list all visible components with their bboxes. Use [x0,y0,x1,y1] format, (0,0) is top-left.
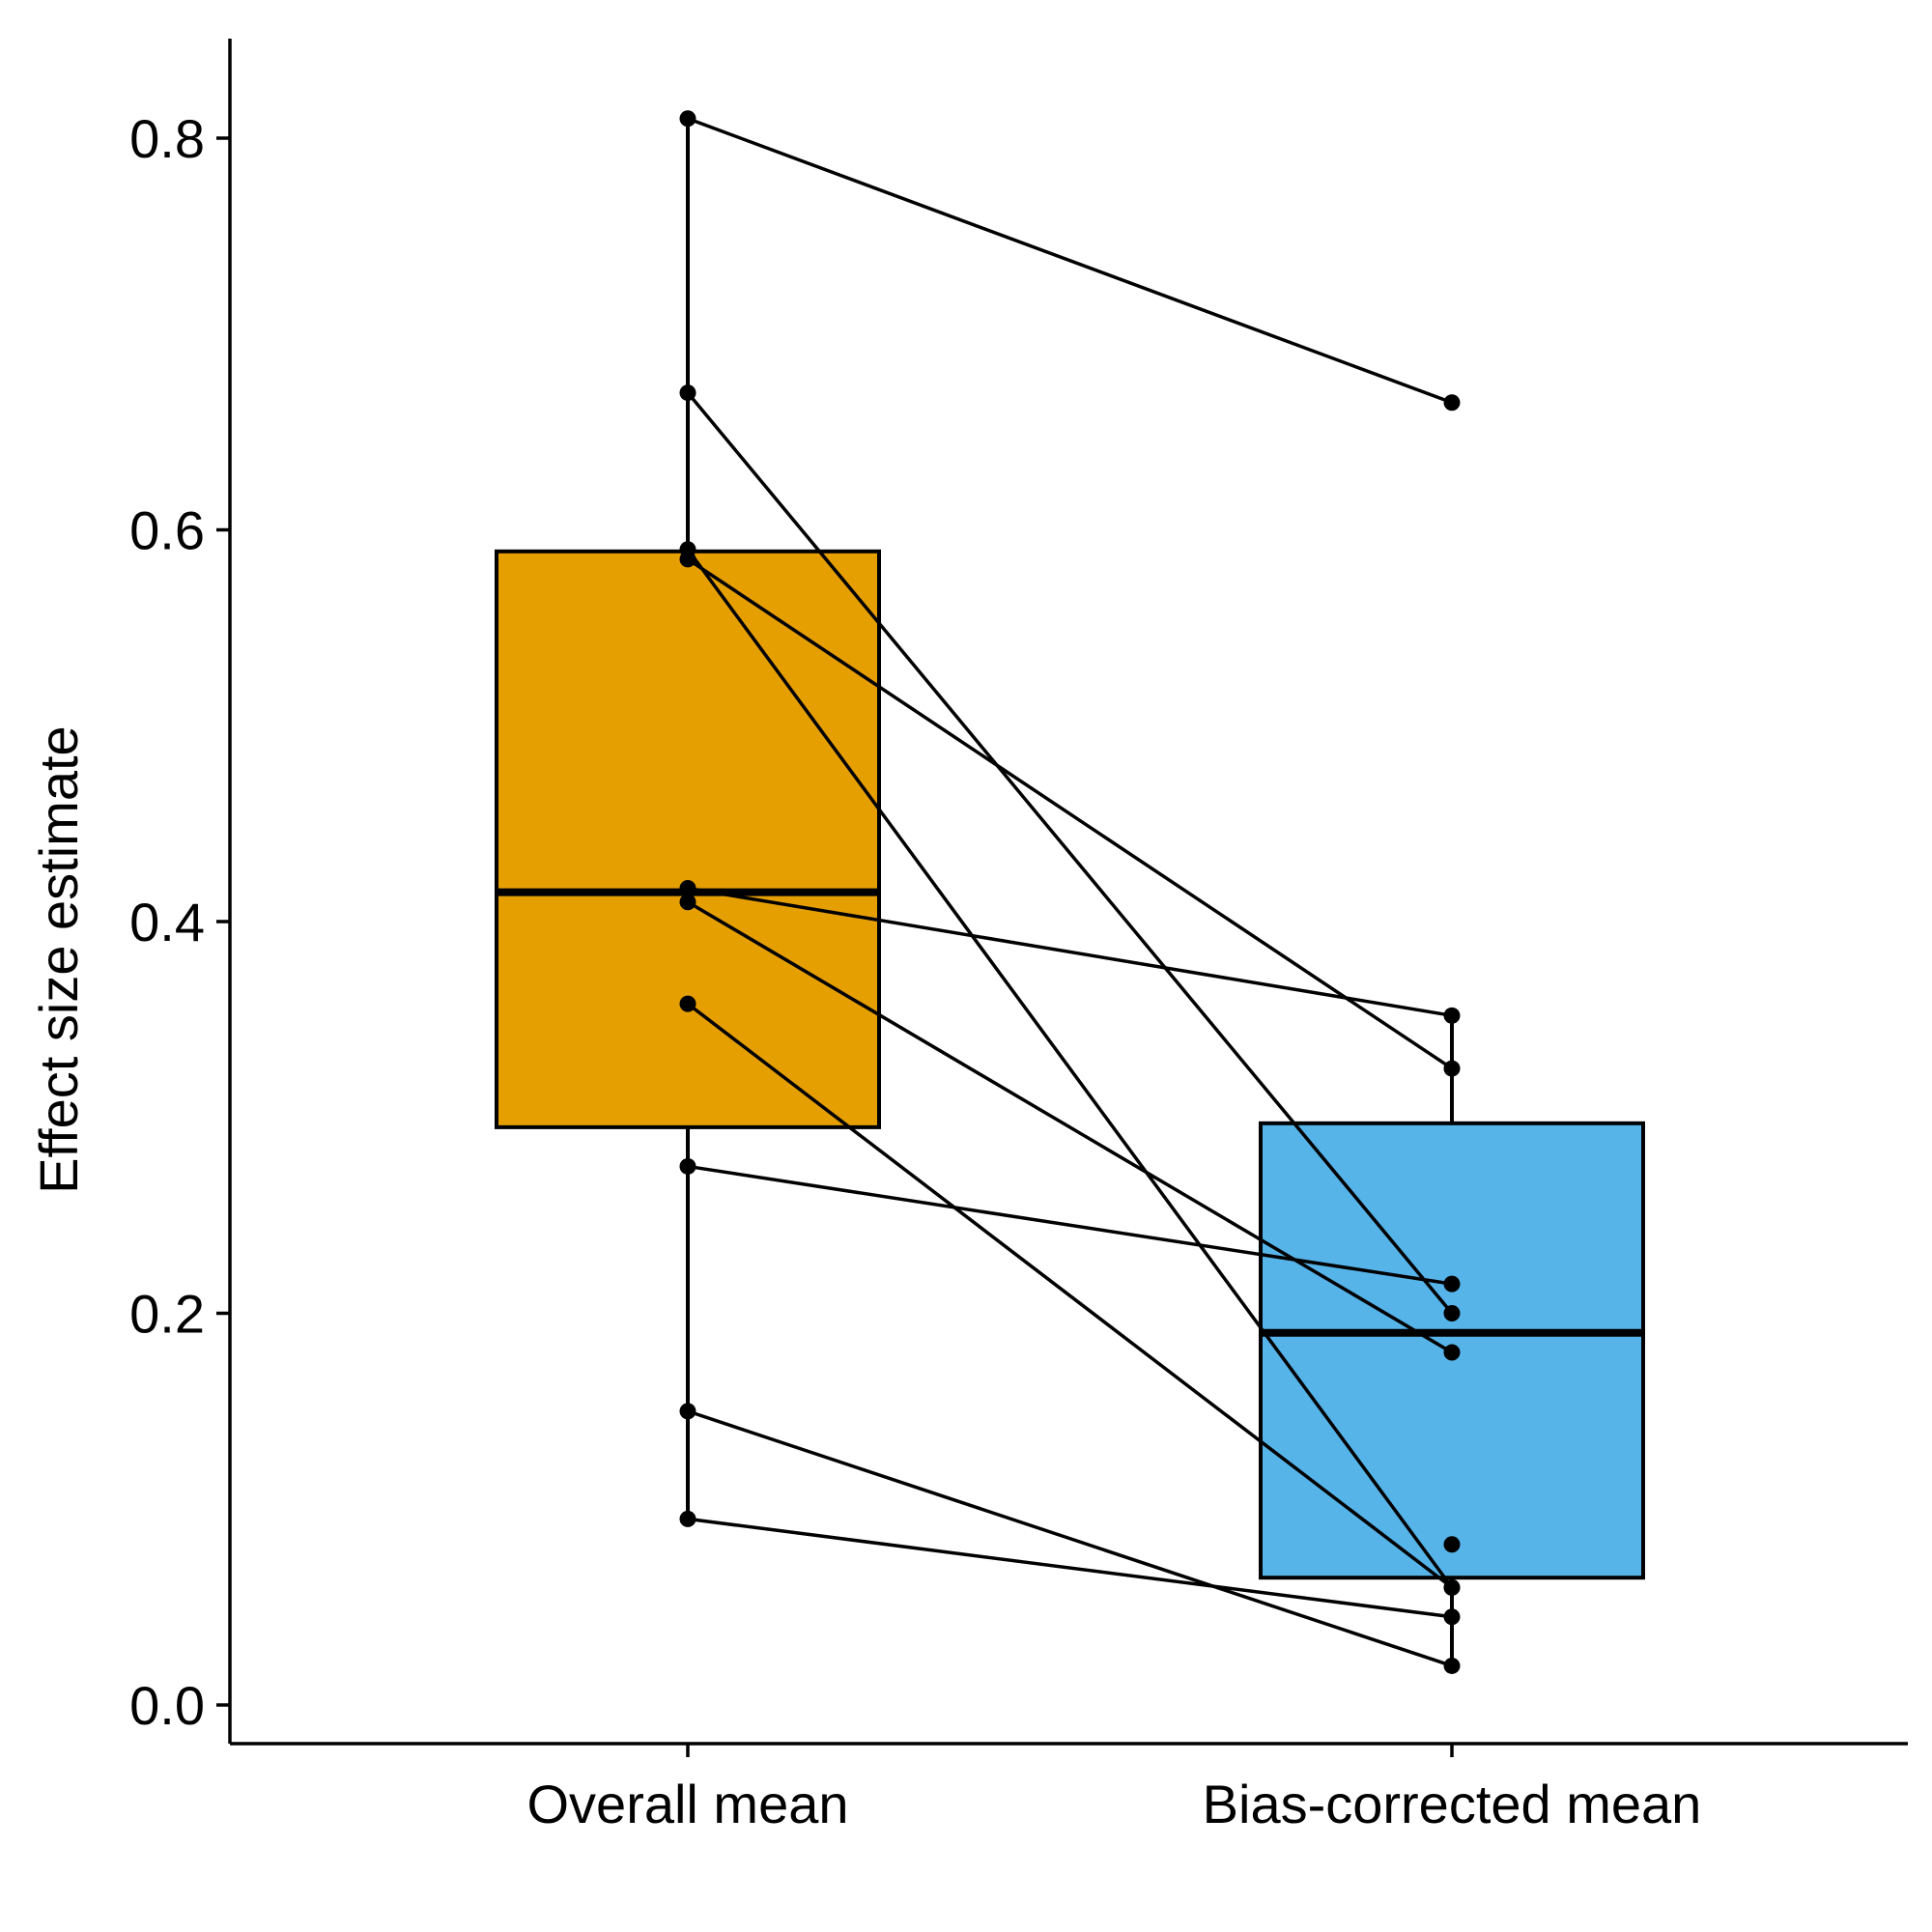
pair-line [687,117,1453,405]
pair-line [687,900,1453,1354]
pair-line [686,391,1454,1315]
x-tick-label: Overall mean [526,1774,848,1834]
pair-line [686,1002,1454,1589]
data-point-bias-corrected-mean [1443,1578,1461,1596]
y-tick-label: 0.4 [129,892,205,952]
data-point-overall-mean [679,894,696,911]
pair-line [687,1164,1453,1286]
data-point-overall-mean [679,880,696,897]
data-point-bias-corrected-mean [1443,1657,1461,1674]
y-tick-label: 0.6 [129,500,205,561]
pair-line [687,1409,1453,1668]
y-tick-label: 0.8 [129,108,205,169]
points-layer [679,110,1461,1674]
boxes-layer [495,118,1645,1666]
y-tick-label: 0.2 [129,1284,205,1345]
data-point-overall-mean [679,995,696,1012]
y-axis-title: Effect size estimate [28,725,89,1194]
axes-layer: 0.0 0.2 0.4 0.6 0.8 Overall mean Bias-correcte… [129,39,1908,1834]
data-point-bias-corrected-mean [1443,1060,1461,1077]
data-point-bias-corrected-mean [1443,1344,1461,1361]
pair-line [686,548,1454,1589]
data-point-bias-corrected-mean [1443,394,1461,412]
paired-lines-layer [686,117,1454,1668]
data-point-overall-mean [679,1157,696,1175]
data-point-bias-corrected-mean [1443,1007,1461,1024]
pair-line [687,886,1453,1018]
data-point-overall-mean [679,1510,696,1527]
data-point-overall-mean [679,110,696,128]
x-tick-label: Bias-corrected mean [1203,1774,1702,1834]
pair-line [687,557,1453,1070]
data-point-overall-mean [679,1403,696,1420]
data-point-overall-mean [679,384,696,402]
data-point-extra [1443,1536,1461,1553]
pair-line [687,1517,1453,1619]
data-point-bias-corrected-mean [1443,1608,1461,1626]
data-point-bias-corrected-mean [1443,1305,1461,1321]
box-overall-mean [495,549,881,1129]
y-tick-label: 0.0 [129,1675,205,1736]
data-point-bias-corrected-mean [1443,1275,1461,1293]
data-point-overall-mean [679,551,696,568]
